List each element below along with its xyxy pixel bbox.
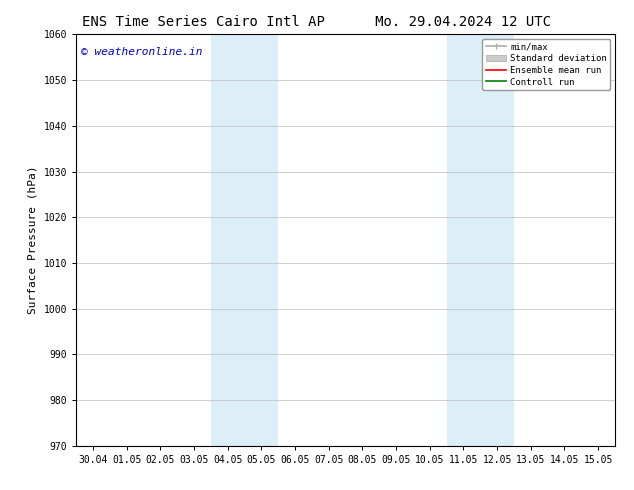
Bar — [210, 34, 278, 446]
Y-axis label: Surface Pressure (hPa): Surface Pressure (hPa) — [28, 166, 38, 315]
Legend: min/max, Standard deviation, Ensemble mean run, Controll run: min/max, Standard deviation, Ensemble me… — [482, 39, 611, 90]
Text: © weatheronline.in: © weatheronline.in — [81, 47, 203, 57]
Bar — [446, 34, 514, 446]
Text: ENS Time Series Cairo Intl AP      Mo. 29.04.2024 12 UTC: ENS Time Series Cairo Intl AP Mo. 29.04.… — [82, 15, 552, 29]
